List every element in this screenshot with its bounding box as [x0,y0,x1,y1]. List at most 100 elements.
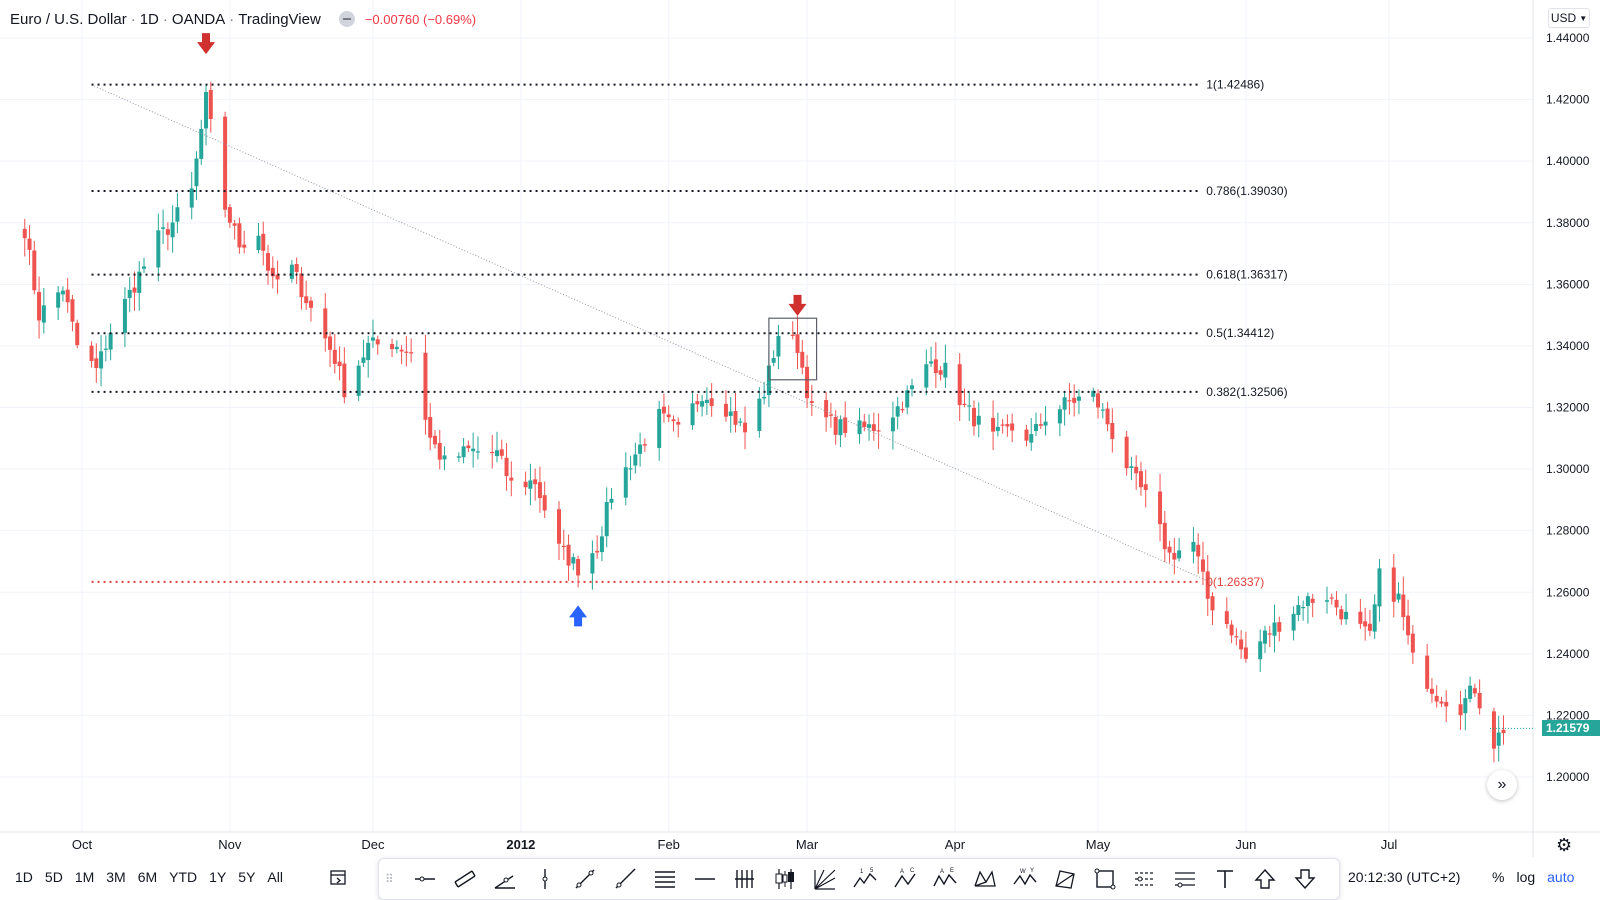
candle-body [1010,423,1015,431]
go-to-date-icon[interactable] [328,867,348,892]
candle-body [289,264,294,279]
candle-body [1067,400,1072,402]
candle-body [1229,624,1234,636]
candle-body [1472,688,1477,694]
candles-icon[interactable] [765,862,805,896]
rectangle-icon[interactable] [1085,862,1125,896]
range-1m[interactable]: 1M [74,869,95,885]
candle-body [1410,633,1415,653]
arrow-up-icon[interactable] [1245,862,1285,896]
xabcd-pattern-icon[interactable] [965,862,1005,896]
parallel-channel-icon[interactable] [445,862,485,896]
double-chevron-right-icon: » [1497,776,1507,793]
candle-body [762,396,767,399]
polyline-icon[interactable] [1045,862,1085,896]
range-1y[interactable]: 1Y [209,869,227,885]
legend-separator: · [229,10,235,28]
svg-text:A: A [940,869,944,875]
range-1d[interactable]: 1D [15,869,33,885]
fib-retracement-icon[interactable] [645,862,685,896]
short-position-icon[interactable] [1165,862,1205,896]
candle-body [394,346,399,350]
x-tick-label: 2012 [506,837,535,852]
candle-body [108,332,113,350]
arrow-down-marker [197,33,216,55]
candle-body [94,358,99,369]
candle-body [504,457,509,477]
candle-body [743,422,748,433]
candle-body [1224,611,1229,625]
candle-body [308,300,313,308]
candle-body [533,479,538,485]
candle-body [571,557,576,564]
candle-body [723,403,728,417]
candle-body [266,253,271,271]
scale-options: % log auto [1492,869,1574,885]
horizontal-line-icon[interactable] [685,862,725,896]
range-ytd[interactable]: YTD [169,869,198,885]
candle-body [356,365,361,396]
symbol-name[interactable]: Euro / U.S. Dollar [10,10,127,28]
ray-icon[interactable] [605,862,645,896]
candle-body [876,430,881,432]
candle-body [103,348,108,350]
candle-body [528,480,533,489]
arrow-down-icon[interactable] [1285,862,1325,896]
gann-fan-icon[interactable] [805,862,845,896]
candle-body [323,308,328,339]
candle-body [895,406,900,417]
text-icon[interactable] [1205,862,1245,896]
candle-body [490,451,495,454]
candle-body [1291,613,1296,631]
y-tick-label: 1.20000 [1546,770,1590,784]
percent-scale-toggle[interactable]: % [1492,869,1505,885]
pitchfork-icon[interactable] [725,862,765,896]
log-scale-toggle[interactable]: log [1516,869,1536,885]
currency-selector[interactable]: USD ▼ [1548,8,1590,28]
candle-body [1468,685,1473,699]
candle-body [142,266,147,269]
trend-angle-icon[interactable] [485,862,525,896]
auto-scale-toggle[interactable]: auto [1547,869,1575,885]
range-3m[interactable]: 3M [106,869,126,885]
scroll-to-realtime-button[interactable]: » [1487,770,1517,800]
candle-body [1496,732,1501,746]
candle-body [900,409,905,411]
range-6m[interactable]: 6M [137,869,158,885]
hide-indicator-icon[interactable] [338,11,355,27]
candle-body [599,536,604,553]
candle-body [1358,611,1363,624]
candle-body [232,223,237,226]
horizontal-ray-icon[interactable] [405,862,445,896]
candle-body [1034,424,1039,432]
svg-text:5: 5 [870,868,874,874]
fib-level-label: 0.786(1.39030) [1206,184,1287,198]
candle-body [208,89,213,119]
gear-icon[interactable]: ⚙ [1556,835,1573,855]
fib-level-label: 0.382(1.32506) [1206,385,1287,399]
interval[interactable]: 1D [139,10,159,28]
arrow-up-marker [569,605,588,627]
candle-body [1363,621,1368,627]
long-position-icon[interactable] [1125,862,1165,896]
candle-body [671,419,676,422]
candle-body [1105,408,1110,425]
range-all[interactable]: All [267,869,283,885]
candle-body [89,345,94,361]
range-5y[interactable]: 5Y [238,869,256,885]
timezone-clock[interactable]: 20:12:30 (UTC+2) [1348,869,1461,885]
range-5d[interactable]: 5D [44,869,63,885]
trend-line-icon[interactable] [565,862,605,896]
candle-body [1434,695,1439,702]
candle-body [933,359,938,374]
candle-body [332,349,337,364]
candle-body [1377,568,1382,607]
drag-handle-icon[interactable]: ⠿ [385,872,394,886]
vertical-line-icon[interactable] [525,862,565,896]
